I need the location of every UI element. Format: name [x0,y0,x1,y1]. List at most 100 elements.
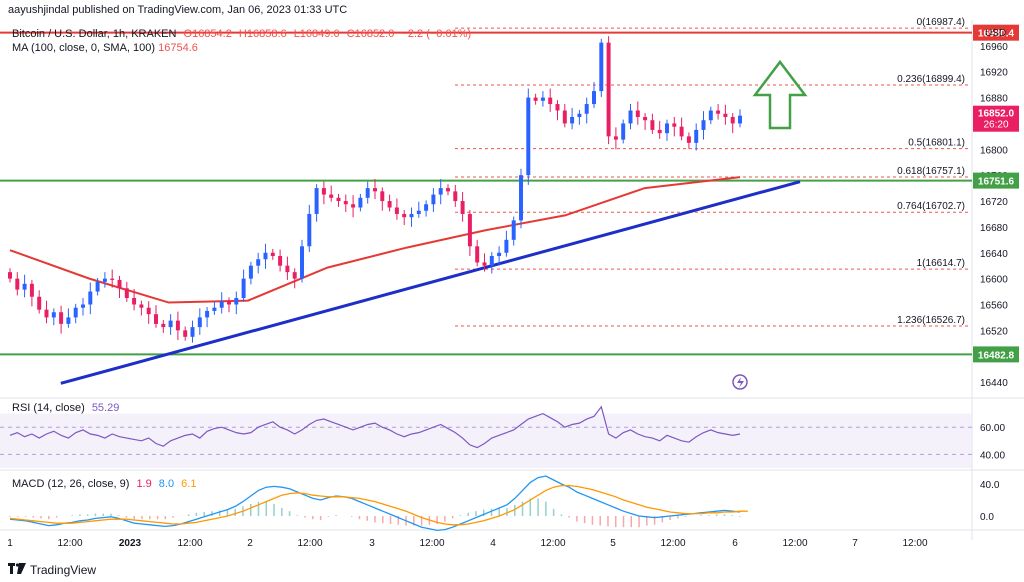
candle-body [672,123,677,127]
rsi-label: RSI (14, close) [12,402,85,414]
candle-body [665,123,669,134]
candle-body [15,278,20,290]
candle-body [132,298,137,305]
candle-body [183,330,188,337]
candle-body [540,97,545,101]
candle-body [73,307,78,318]
candle-body [562,110,567,124]
candle-body [241,278,246,299]
macd-legend: MACD (12, 26, close, 9) 1.9 8.0 6.1 [12,478,196,490]
candle-body [482,262,487,266]
candle-body [475,246,480,263]
tradingview-mark-icon [8,562,26,577]
candle-body [175,320,180,331]
candle-body [650,120,655,130]
candle-body [117,279,122,289]
change-value: −2.2 (−0.01%) [401,28,472,40]
signal-line [9,484,748,526]
candle-body [526,97,531,176]
candle-body [635,110,640,117]
candle-body [168,320,173,328]
price-tick-label: 16440 [980,378,1008,389]
candle-body [686,136,691,143]
time-tick-label: 7 [852,538,858,549]
candle-body [533,97,538,101]
close-value: C16852.0 [346,28,395,40]
time-tick-label: 4 [490,538,496,549]
time-tick-label: 6 [732,538,738,549]
candle-body [358,197,363,208]
candle-body [643,116,648,121]
candle-body [723,113,728,117]
candle-body [44,309,49,318]
macd-value-signal: 6.1 [181,478,197,490]
rsi-value: 55.29 [91,402,120,414]
price-tick-label: 16640 [980,249,1008,260]
moving-average-line [9,176,741,304]
fib-level-label: 0.618(16757.1) [897,166,965,177]
candle-body [584,104,589,114]
time-tick-label: 2 [247,538,253,549]
fib-level-label: 0.236(16899.4) [897,74,965,85]
candle-body [365,188,370,198]
candle-body [139,304,144,308]
time-tick-label: 12:00 [902,538,927,549]
time-tick-label: 2023 [119,538,142,549]
price-tick-label: 16720 [980,197,1008,208]
support-level-label: 16482.8 [978,350,1015,361]
candle-body [424,204,429,211]
candle-body [394,207,399,214]
candle-body [8,272,12,279]
candle-body [278,255,283,266]
candle-body [467,213,472,247]
candle-body [205,310,210,318]
time-tick-label: 12:00 [660,538,685,549]
candle-body [37,296,42,310]
fib-level-label: 0.764(16702.7) [897,201,965,212]
candle-body [519,175,523,221]
resistance-level-label: 16980.4 [978,29,1015,40]
symbol-label: Bitcoin / U.S. Dollar, 1h, KRAKEN [12,28,177,40]
macd-value-line: 8.0 [158,478,175,490]
candle-body [416,210,421,214]
candle-body [738,115,742,124]
rsi-line [9,405,741,449]
candle-body [59,312,64,324]
last-price-countdown: 26:20 [983,120,1008,131]
macd-label: MACD (12, 26, close, 9) [12,478,130,490]
candle-body [22,283,27,290]
candle-body [66,317,71,324]
price-tick-label: 16600 [980,275,1008,286]
candle-body [29,283,34,297]
candle-body [402,213,407,218]
price-tick-label: 16520 [980,326,1008,337]
macd-value-hist: 1.9 [136,478,152,490]
support-trendline [60,180,801,385]
candle-body [110,278,115,280]
candle-body [95,281,100,292]
candle-body [124,288,129,299]
high-value: H16858.6 [238,28,287,40]
support-level-tag [973,172,1019,189]
time-tick-label: 1 [7,538,13,549]
candle-body [190,327,195,337]
candle-body [256,259,261,266]
candle-body [621,123,626,140]
candle-body [555,104,560,111]
price-tick-label: 16920 [980,68,1008,79]
tradingview-logo[interactable]: TradingView [8,562,96,577]
candle-body [716,110,721,114]
time-tick-label: 12:00 [57,538,82,549]
time-tick-label: 12:00 [540,538,565,549]
candle-body [292,272,297,279]
time-tick-label: 12:00 [419,538,444,549]
lightning-icon [732,374,748,390]
rsi-tick-label: 40.00 [980,450,1005,461]
fib-level-label: 1(16614.7) [917,258,965,269]
candle-body [285,265,290,273]
candle-body [511,220,516,240]
candle-body [446,188,450,192]
candle-body [570,116,575,124]
candle-body [321,188,326,195]
